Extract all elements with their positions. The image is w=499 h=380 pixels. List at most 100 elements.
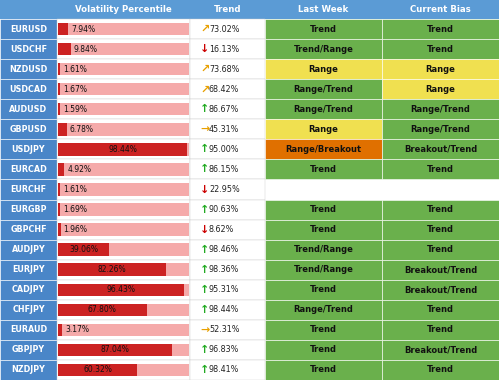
Text: Trend: Trend bbox=[310, 25, 337, 33]
Bar bbox=[382, 19, 499, 39]
Text: →: → bbox=[200, 325, 210, 335]
Bar bbox=[190, 360, 265, 380]
Bar bbox=[265, 19, 382, 39]
Bar bbox=[58, 23, 189, 35]
Bar bbox=[0, 79, 57, 99]
Text: 1.67%: 1.67% bbox=[63, 85, 87, 94]
Bar bbox=[190, 19, 265, 39]
Text: Trend: Trend bbox=[427, 325, 454, 334]
Bar bbox=[58, 203, 60, 216]
Bar bbox=[58, 183, 60, 196]
Bar bbox=[265, 139, 382, 159]
Text: Trend: Trend bbox=[427, 225, 454, 234]
Text: 90.63%: 90.63% bbox=[209, 205, 240, 214]
Text: 98.41%: 98.41% bbox=[209, 366, 240, 374]
Text: EURCAD: EURCAD bbox=[10, 165, 47, 174]
Text: Trend: Trend bbox=[427, 245, 454, 254]
Text: ↑: ↑ bbox=[200, 245, 210, 255]
Bar bbox=[57, 220, 190, 240]
Text: 1.59%: 1.59% bbox=[63, 105, 87, 114]
Bar bbox=[382, 119, 499, 139]
Bar bbox=[190, 320, 265, 340]
Bar bbox=[190, 39, 265, 59]
Bar bbox=[382, 240, 499, 260]
Bar bbox=[58, 143, 189, 155]
Bar bbox=[190, 340, 265, 360]
Text: 1.96%: 1.96% bbox=[63, 225, 87, 234]
Bar bbox=[265, 99, 382, 119]
Bar bbox=[0, 39, 57, 59]
Bar bbox=[58, 143, 187, 155]
Text: GBPCHF: GBPCHF bbox=[10, 225, 47, 234]
Text: →: → bbox=[200, 124, 210, 134]
Text: EURAUD: EURAUD bbox=[10, 325, 47, 334]
Text: Range/Trend: Range/Trend bbox=[293, 85, 353, 94]
Bar bbox=[0, 240, 57, 260]
Bar bbox=[190, 159, 265, 179]
Text: ↓: ↓ bbox=[200, 225, 210, 234]
Bar bbox=[58, 344, 172, 356]
Bar bbox=[190, 220, 265, 240]
Bar bbox=[382, 159, 499, 179]
Text: ↑: ↑ bbox=[200, 365, 210, 375]
Bar bbox=[190, 139, 265, 159]
Bar bbox=[382, 280, 499, 300]
Bar bbox=[190, 260, 265, 280]
Bar bbox=[190, 240, 265, 260]
Bar bbox=[0, 119, 57, 139]
Bar bbox=[382, 320, 499, 340]
Bar bbox=[0, 0, 499, 19]
Text: Breakout/Trend: Breakout/Trend bbox=[404, 285, 477, 294]
Bar bbox=[57, 340, 190, 360]
Text: Range/Trend: Range/Trend bbox=[411, 105, 471, 114]
Bar bbox=[0, 280, 57, 300]
Text: Trend/Range: Trend/Range bbox=[293, 265, 353, 274]
Bar bbox=[265, 320, 382, 340]
Bar bbox=[265, 300, 382, 320]
Text: ↑: ↑ bbox=[200, 204, 210, 215]
Bar bbox=[382, 340, 499, 360]
Bar bbox=[382, 39, 499, 59]
Bar bbox=[382, 79, 499, 99]
Bar bbox=[58, 244, 109, 256]
Bar bbox=[0, 220, 57, 240]
Text: AUDJPY: AUDJPY bbox=[11, 245, 45, 254]
Text: 98.36%: 98.36% bbox=[209, 265, 240, 274]
Text: Trend/Range: Trend/Range bbox=[293, 44, 353, 54]
Text: 98.44%: 98.44% bbox=[108, 145, 137, 154]
Bar bbox=[382, 99, 499, 119]
Text: Trend: Trend bbox=[427, 366, 454, 374]
Text: CADJPY: CADJPY bbox=[12, 285, 45, 294]
Bar bbox=[57, 240, 190, 260]
Text: ↗: ↗ bbox=[200, 84, 210, 94]
Bar bbox=[57, 39, 190, 59]
Bar bbox=[190, 79, 265, 99]
Bar bbox=[190, 200, 265, 220]
Text: 45.31%: 45.31% bbox=[209, 125, 240, 134]
Text: 9.84%: 9.84% bbox=[74, 44, 98, 54]
Bar bbox=[58, 123, 67, 136]
Text: Trend: Trend bbox=[310, 325, 337, 334]
Bar bbox=[265, 159, 382, 179]
Bar bbox=[0, 159, 57, 179]
Text: Range: Range bbox=[308, 125, 338, 134]
Bar bbox=[58, 364, 189, 376]
Bar bbox=[58, 43, 71, 55]
Text: 3.17%: 3.17% bbox=[65, 325, 89, 334]
Bar bbox=[57, 320, 190, 340]
Bar bbox=[265, 280, 382, 300]
Text: Range/Trend: Range/Trend bbox=[293, 105, 353, 114]
Bar bbox=[57, 360, 190, 380]
Bar bbox=[265, 360, 382, 380]
Text: 67.80%: 67.80% bbox=[88, 305, 117, 314]
Text: 73.02%: 73.02% bbox=[209, 25, 240, 33]
Text: ↑: ↑ bbox=[200, 305, 210, 315]
Bar bbox=[190, 179, 265, 200]
Bar bbox=[57, 179, 190, 200]
Text: 98.46%: 98.46% bbox=[209, 245, 240, 254]
Text: 86.67%: 86.67% bbox=[209, 105, 240, 114]
Text: EURCHF: EURCHF bbox=[10, 185, 46, 194]
Text: ↓: ↓ bbox=[200, 44, 210, 54]
Text: NZDUSD: NZDUSD bbox=[9, 65, 47, 74]
Text: EURUSD: EURUSD bbox=[10, 25, 47, 33]
